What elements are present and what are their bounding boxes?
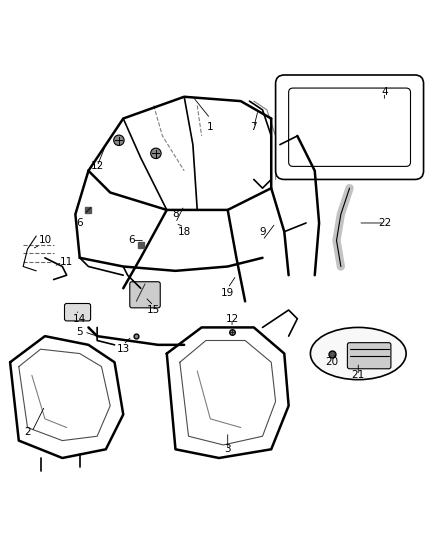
Text: 19: 19 <box>221 288 234 297</box>
Text: 10: 10 <box>39 236 52 245</box>
Text: 2: 2 <box>24 427 31 437</box>
FancyBboxPatch shape <box>347 343 391 369</box>
Circle shape <box>151 148 161 158</box>
Text: 6: 6 <box>129 236 135 245</box>
FancyBboxPatch shape <box>276 75 424 180</box>
Circle shape <box>114 135 124 146</box>
FancyBboxPatch shape <box>130 282 160 308</box>
Text: 3: 3 <box>224 445 231 454</box>
Text: 9: 9 <box>259 227 266 237</box>
Text: 12: 12 <box>226 314 239 324</box>
Ellipse shape <box>311 327 406 379</box>
Text: 1: 1 <box>207 122 214 132</box>
Text: 6: 6 <box>76 218 83 228</box>
Text: 4: 4 <box>381 87 388 98</box>
Text: 20: 20 <box>325 357 339 367</box>
Text: 8: 8 <box>172 209 179 219</box>
Text: 7: 7 <box>251 122 257 132</box>
Text: 18: 18 <box>177 227 191 237</box>
Text: 22: 22 <box>378 218 391 228</box>
Text: 15: 15 <box>147 305 160 315</box>
Text: 11: 11 <box>60 257 73 267</box>
Text: 21: 21 <box>352 370 365 381</box>
Text: 14: 14 <box>73 314 86 324</box>
Text: 5: 5 <box>76 327 83 337</box>
Text: 13: 13 <box>117 344 130 354</box>
FancyBboxPatch shape <box>64 303 91 321</box>
Text: 12: 12 <box>91 161 104 172</box>
